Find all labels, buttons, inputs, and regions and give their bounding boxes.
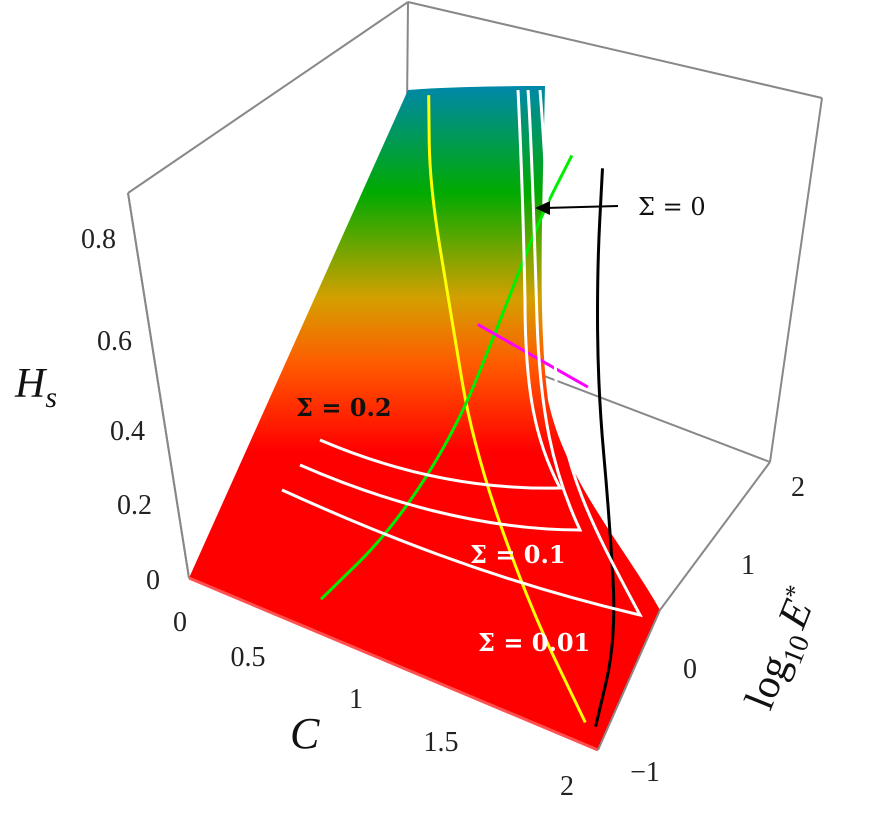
annotation-sigma-0.2: Σ = 0.2 bbox=[296, 393, 392, 422]
z-axis-line bbox=[127, 192, 190, 579]
series-line-1 bbox=[427, 95, 587, 724]
z-tick-label: 0 bbox=[146, 565, 160, 596]
sigma-0-arrow bbox=[544, 205, 619, 209]
annotations: Σ = 0 Σ = 0.2 Σ = 0.1 Σ = 0.01 bbox=[296, 193, 706, 657]
sigma-contour-0.1 bbox=[299, 89, 583, 532]
series-line-0 bbox=[594, 168, 616, 728]
y-axis: −1 0 1 2 bbox=[630, 472, 805, 788]
x-tick-label: 0 bbox=[173, 607, 187, 638]
right-box-edge bbox=[659, 461, 771, 611]
y-tick-label: 2 bbox=[791, 472, 805, 503]
z-axis-title: Hs bbox=[14, 361, 57, 414]
box-edge bbox=[407, 1, 823, 99]
box-edge bbox=[769, 97, 823, 463]
z-axis-title-main: H bbox=[14, 361, 48, 407]
annotation-sigma-0.01: Σ = 0.01 bbox=[478, 628, 590, 657]
annotation-sigma-0: Σ = 0 bbox=[638, 193, 706, 221]
z-tick-label: 0.2 bbox=[117, 490, 152, 521]
z-tick-label: 0.8 bbox=[81, 224, 116, 255]
z-axis-title-sub: s bbox=[45, 381, 57, 414]
series-layer bbox=[319, 95, 616, 728]
z-axis: 0 0.2 0.4 0.6 0.8 bbox=[81, 192, 190, 596]
sigma-contour-0.2 bbox=[319, 89, 563, 490]
y-tick-label: −1 bbox=[630, 757, 660, 788]
x-axis-title: C bbox=[290, 709, 320, 758]
z-tick-label: 0.4 bbox=[110, 416, 145, 447]
x-tick-label: 1 bbox=[349, 684, 363, 715]
series-line-3 bbox=[477, 323, 589, 389]
sigma-0-arrowhead bbox=[535, 201, 550, 215]
right-bottom-edge bbox=[597, 609, 661, 751]
x-tick-label: 1.5 bbox=[424, 727, 459, 758]
z-tick-label: 0.6 bbox=[97, 326, 132, 357]
annotation-sigma-0.1: Σ = 0.1 bbox=[470, 540, 566, 569]
y-tick-label: 1 bbox=[741, 550, 755, 581]
y-axis-title: log10E* bbox=[736, 581, 833, 718]
front-edge bbox=[188, 576, 599, 752]
y-tick-label: 0 bbox=[683, 654, 697, 685]
series-line-2 bbox=[319, 154, 574, 601]
box-edge bbox=[127, 1, 409, 194]
x-tick-label: 2 bbox=[560, 771, 574, 802]
hs-surface bbox=[189, 86, 660, 750]
x-tick-label: 0.5 bbox=[231, 642, 266, 673]
x-axis: 0 0.5 1 1.5 2 bbox=[173, 607, 574, 802]
